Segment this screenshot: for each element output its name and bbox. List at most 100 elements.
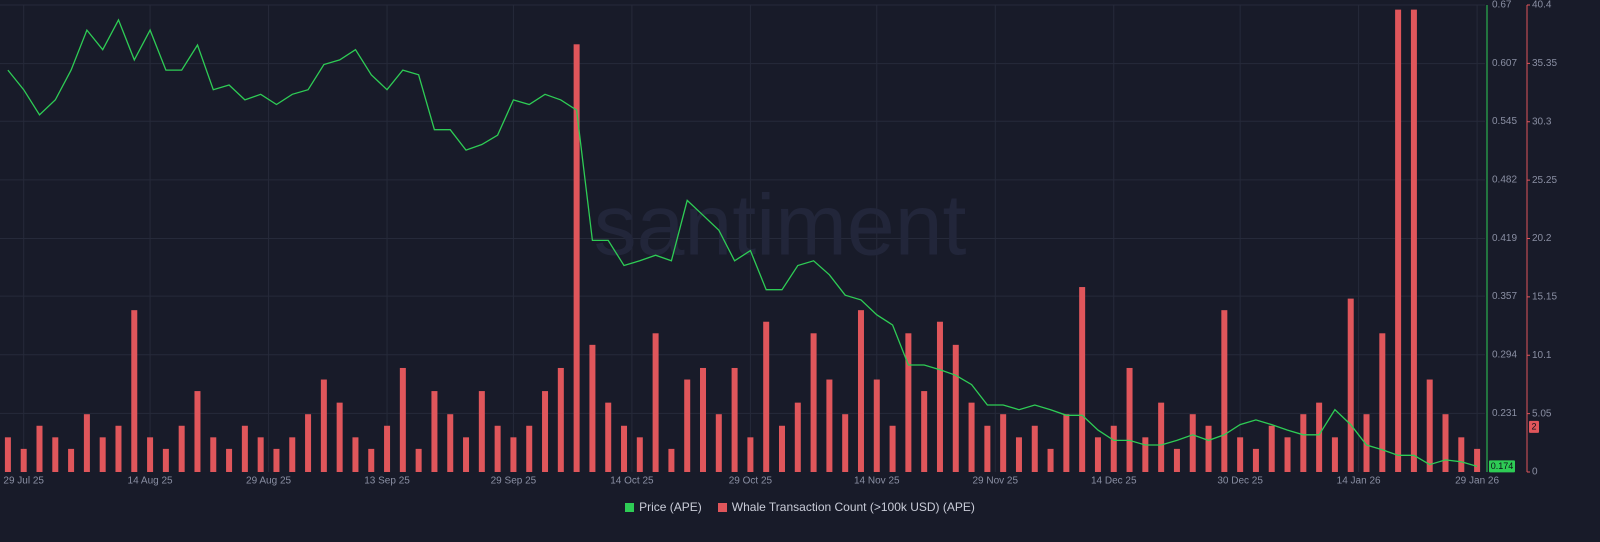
y-tick-label: 0.357 (1492, 291, 1517, 302)
whale-bar (99, 437, 106, 472)
y-tick-label: 0.545 (1492, 116, 1517, 127)
legend-item[interactable]: Whale Transaction Count (>100k USD) (APE… (717, 500, 975, 514)
whale-bar (1173, 448, 1180, 472)
whale-bar (1237, 437, 1244, 472)
whale-bar (241, 425, 248, 472)
whale-bar (842, 414, 849, 472)
whale-bar (794, 402, 801, 472)
whale-bar (1379, 333, 1386, 472)
whale-bar (52, 437, 59, 472)
whale-bar (668, 448, 675, 472)
whale-bar (1158, 402, 1165, 472)
y2-tick-label: 15.15 (1532, 292, 1557, 303)
whale-bar (557, 367, 564, 472)
whale-bar (1205, 425, 1212, 472)
x-tick-label: 30 Dec 25 (1217, 476, 1263, 487)
whale-bar (178, 425, 185, 472)
whale-bar (36, 425, 43, 472)
whale-bar (778, 425, 785, 472)
whale-bar (1015, 437, 1022, 472)
whale-bar (747, 437, 754, 472)
whale-bar (399, 367, 406, 472)
whale-bar (1252, 448, 1259, 472)
whale-bar (494, 425, 501, 472)
legend: Price (APE) Whale Transaction Count (>100… (0, 500, 1600, 514)
whale-bar (1031, 425, 1038, 472)
x-tick-label: 29 Sep 25 (491, 476, 537, 487)
whale-bar (1458, 437, 1465, 472)
whale-bar (1347, 298, 1354, 472)
last-value-label: 2 (1531, 421, 1536, 431)
whale-bar (968, 402, 975, 472)
whale-bar (1189, 414, 1196, 472)
x-tick-label: 14 Aug 25 (128, 476, 173, 487)
whale-bar (873, 379, 880, 472)
whale-bar (715, 414, 722, 472)
whale-bar (320, 379, 327, 472)
whale-bar (621, 425, 628, 472)
y-tick-label: 0.67 (1492, 0, 1512, 11)
whale-bar (1142, 437, 1149, 472)
x-tick-label: 29 Aug 25 (246, 476, 291, 487)
y2-tick-label: 5.05 (1532, 408, 1552, 419)
y2-tick-label: 10.1 (1532, 350, 1552, 361)
whale-bar (305, 414, 312, 472)
whale-bar (984, 425, 991, 472)
whale-bar (921, 391, 928, 472)
whale-bar (1395, 9, 1402, 473)
whale-bar (889, 425, 896, 472)
watermark: santiment (594, 178, 967, 274)
whale-bar (605, 402, 612, 472)
whale-bar (463, 437, 470, 472)
x-tick-label: 14 Jan 26 (1337, 476, 1381, 487)
whale-bar (542, 391, 549, 472)
x-tick-label: 29 Nov 25 (972, 476, 1018, 487)
whale-bar (1000, 414, 1007, 472)
whale-bar (115, 425, 122, 472)
whale-bar (1410, 9, 1417, 473)
whale-bar (83, 414, 90, 472)
x-tick-label: 29 Jul 25 (3, 476, 44, 487)
whale-bar (162, 448, 169, 472)
whale-bar (336, 402, 343, 472)
whale-bar (131, 310, 138, 472)
y2-tick-label: 40.4 (1532, 0, 1552, 11)
whale-bar (1047, 448, 1054, 472)
whale-bar (1284, 437, 1291, 472)
last-value-label: 0.174 (1491, 461, 1514, 471)
y-tick-label: 0.482 (1492, 175, 1517, 186)
legend-item[interactable]: Price (APE) (625, 500, 702, 514)
whale-bar (273, 448, 280, 472)
whale-bar (368, 448, 375, 472)
whale-bar (20, 448, 27, 472)
whale-bar (763, 321, 770, 472)
whale-bar (4, 437, 11, 472)
x-tick-label: 13 Sep 25 (364, 476, 410, 487)
legend-swatch (717, 503, 727, 512)
whale-bar (1094, 437, 1101, 472)
whale-bar (1268, 425, 1275, 472)
whale-bar (573, 44, 580, 473)
whale-bar (1316, 402, 1323, 472)
y2-tick-label: 30.3 (1532, 116, 1552, 127)
y2-tick-label: 25.25 (1532, 175, 1557, 186)
whale-bar (684, 379, 691, 472)
x-tick-label: 29 Jan 26 (1455, 476, 1499, 487)
chart: 29 Jul 25 14 Aug 25 29 Aug 25 13 Sep 25 29 S… (0, 0, 1557, 487)
whale-bar (1063, 414, 1070, 472)
whale-bar (589, 344, 596, 472)
y2-tick-label: 20.2 (1532, 233, 1552, 244)
whale-bar (478, 391, 485, 472)
whale-bar (700, 367, 707, 472)
whale-bar (1363, 414, 1370, 472)
x-tick-label: 14 Nov 25 (854, 476, 900, 487)
whale-bar (936, 321, 943, 472)
y2-tick-label: 0 (1532, 467, 1538, 478)
whale-bar (1474, 448, 1481, 472)
whale-bar (1079, 287, 1086, 472)
whale-bar (826, 379, 833, 472)
x-tick-label: 29 Oct 25 (729, 476, 773, 487)
whale-bar (731, 367, 738, 472)
whale-bar (289, 437, 296, 472)
whale-bar (636, 437, 643, 472)
